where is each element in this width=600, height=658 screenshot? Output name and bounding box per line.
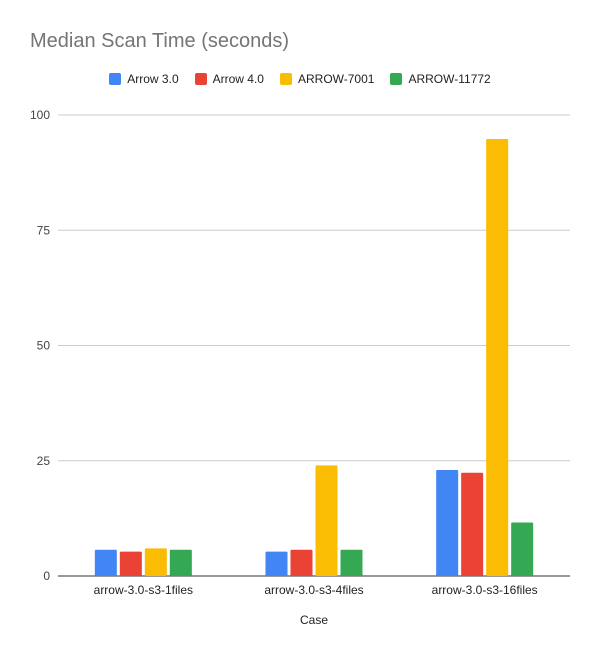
bar <box>436 469 459 576</box>
x-axis-title: Case <box>300 613 328 627</box>
legend-swatch <box>109 73 122 85</box>
y-tick-label: 50 <box>37 339 51 353</box>
bar <box>169 549 192 576</box>
bar <box>144 548 167 576</box>
bar <box>340 549 363 576</box>
y-tick-label: 25 <box>37 454 51 468</box>
x-tick-label: arrow-3.0-s3-1files <box>94 583 193 597</box>
legend-item: Arrow 4.0 <box>194 72 264 86</box>
chart-title: Median Scan Time (seconds) <box>30 30 290 52</box>
bar <box>315 465 338 576</box>
bar <box>511 522 534 576</box>
legend-label: ARROW-11772 <box>408 72 491 86</box>
legend-label: ARROW-7001 <box>297 72 375 86</box>
bar <box>265 551 288 576</box>
legend-swatch <box>194 73 207 85</box>
bar <box>94 549 117 576</box>
legend-swatch <box>390 73 403 85</box>
legend-label: Arrow 3.0 <box>127 72 179 86</box>
legend-label: Arrow 4.0 <box>212 72 264 86</box>
legend-swatch <box>279 73 292 85</box>
legend-item: ARROW-11772 <box>390 72 491 86</box>
legend: Arrow 3.0 Arrow 4.0 ARROW-7001 ARROW-11772 <box>0 72 600 86</box>
x-tick-label: arrow-3.0-s3-16files <box>432 583 538 597</box>
y-tick-label: 100 <box>30 108 50 122</box>
x-tick-label: arrow-3.0-s3-4files <box>264 583 363 597</box>
legend-item: ARROW-7001 <box>279 72 375 86</box>
bar <box>461 472 484 576</box>
bar <box>290 549 313 576</box>
y-tick-label: 0 <box>43 569 50 583</box>
y-tick-label: 75 <box>37 223 51 237</box>
legend-item: Arrow 3.0 <box>109 72 179 86</box>
bar <box>486 138 509 577</box>
bar <box>119 551 142 576</box>
